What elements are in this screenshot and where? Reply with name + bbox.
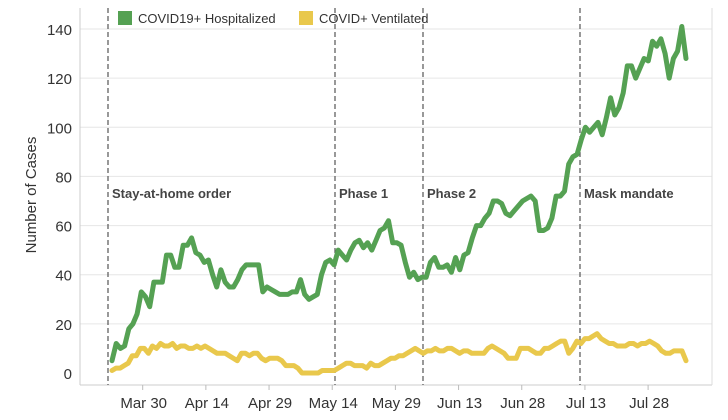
legend: COVID19+ Hospitalized COVID+ Ventilated: [118, 11, 428, 26]
y-tick-label: 40: [55, 268, 72, 285]
y-ticks: 0 20 40 60 80 100 120 140: [47, 22, 72, 383]
series-line-hospitalized: [109, 24, 689, 364]
legend-swatch-ventilated: [299, 11, 313, 25]
y-tick-label: 60: [55, 219, 72, 236]
series-lines: [109, 24, 689, 376]
grid: [80, 28, 712, 325]
legend-label-hospitalized: COVID19+ Hospitalized: [138, 11, 276, 26]
x-tick-label: Jul 13: [566, 395, 606, 412]
series-line-ventilated: [109, 331, 689, 376]
y-axis-label: Number of Cases: [23, 137, 40, 254]
x-tick-label: May 14: [309, 395, 358, 412]
x-tick-label: Mar 30: [120, 395, 167, 412]
annotation-lines: Stay-at-home order Phase 1 Phase 2 Mask man…: [107, 8, 674, 385]
y-tick-label: 20: [55, 317, 72, 334]
y-tick-label: 80: [55, 169, 72, 186]
annotation-label: Stay-at-home order: [112, 186, 231, 201]
y-tick-label: 140: [47, 22, 72, 39]
legend-swatch-hospitalized: [118, 11, 132, 25]
annotation-label: Phase 1: [339, 186, 388, 201]
x-tick-label: Apr 14: [185, 395, 229, 412]
x-tick-label: Jun 28: [500, 395, 545, 412]
annotation-label: Mask mandate: [584, 186, 674, 201]
y-tick-label: 0: [64, 366, 72, 383]
plot-frame: [79, 8, 713, 386]
x-tick-label: May 29: [372, 395, 421, 412]
x-tick-label: Apr 29: [248, 395, 292, 412]
annotation-label: Phase 2: [427, 186, 476, 201]
legend-label-ventilated: COVID+ Ventilated: [319, 11, 428, 26]
x-ticks: Mar 30 Apr 14 Apr 29 May 14 May 29 Jun 13 Jun …: [120, 385, 669, 412]
y-tick-label: 100: [47, 120, 72, 137]
x-tick-label: Jun 13: [437, 395, 482, 412]
y-tick-label: 120: [47, 71, 72, 88]
x-tick-label: Jul 28: [629, 395, 669, 412]
